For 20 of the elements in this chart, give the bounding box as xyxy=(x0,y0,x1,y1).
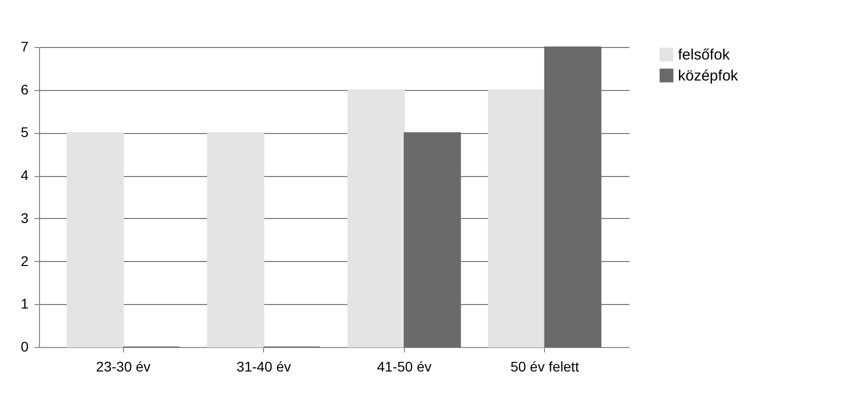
legend-label: középfok xyxy=(678,68,739,84)
bar xyxy=(404,132,461,348)
x-tick-label: 50 év felett xyxy=(510,358,580,374)
y-tick-label: 4 xyxy=(20,167,29,184)
x-tick-label: 41-50 év xyxy=(376,358,432,374)
y-tick-label: 7 xyxy=(20,38,29,54)
bar xyxy=(348,89,405,348)
y-tick-label: 3 xyxy=(20,210,29,226)
bar xyxy=(66,132,124,348)
y-tick-label: 6 xyxy=(20,81,29,98)
bar xyxy=(488,89,546,348)
y-tick-label: 1 xyxy=(20,296,29,312)
x-tick-label: 23-30 év xyxy=(96,358,151,374)
y-tick-label: 2 xyxy=(20,252,29,269)
bar xyxy=(207,132,264,348)
legend-label: felsőfok xyxy=(678,46,730,64)
y-tick-label: 0 xyxy=(20,338,29,354)
x-tick-label: 31-40 év xyxy=(236,358,292,374)
bar xyxy=(544,46,602,348)
y-tick-label: 5 xyxy=(20,124,29,140)
